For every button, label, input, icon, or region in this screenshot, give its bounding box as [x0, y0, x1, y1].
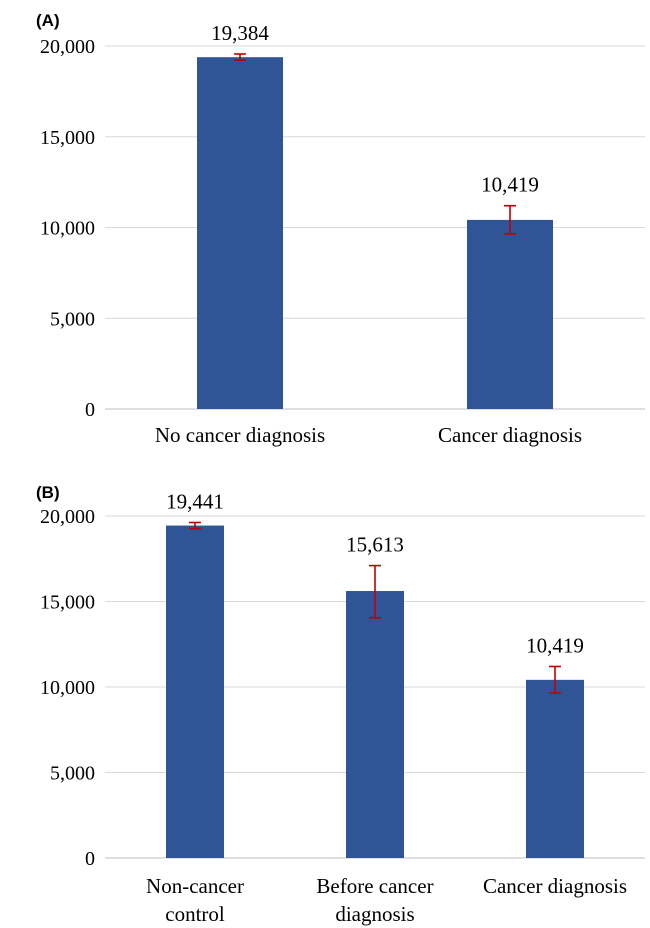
x-category-label-line: Cancer diagnosis [438, 423, 582, 447]
y-tick-label: 10,000 [40, 677, 95, 699]
x-category-label-line: Non-cancer [146, 874, 244, 898]
x-category-label-line: No cancer diagnosis [155, 423, 325, 447]
x-category-label: Cancer diagnosis [483, 874, 627, 898]
x-category-label: No cancer diagnosis [155, 423, 325, 447]
y-tick-label: 0 [85, 848, 95, 870]
error-bar [189, 521, 201, 530]
y-tick-label: 5,000 [50, 763, 95, 785]
x-category-label-line: Cancer diagnosis [483, 874, 627, 898]
bar [166, 525, 224, 858]
data-label: 19,384 [211, 21, 269, 45]
panel-label: (B) [36, 483, 60, 502]
error-bar [369, 564, 381, 619]
x-category-label: Cancer diagnosis [438, 423, 582, 447]
y-tick-label: 15,000 [40, 592, 95, 614]
error-bar [504, 204, 516, 235]
bar [346, 591, 404, 858]
y-tick-label: 5,000 [50, 308, 95, 330]
panel-label: (A) [36, 11, 60, 30]
x-category-label: Non-cancer control [146, 874, 244, 926]
data-label: 10,419 [481, 173, 539, 197]
y-tick-label: 10,000 [40, 218, 95, 240]
y-tick-label: 15,000 [40, 127, 95, 149]
data-label: 19,441 [166, 489, 224, 513]
y-tick-label: 20,000 [40, 36, 95, 58]
bar [197, 57, 283, 410]
x-category-label: Before cancer diagnosis [316, 874, 433, 926]
chart-panel-1: (A) 0 5,000 10,000 15,000 20,000 19,384 No canc… [36, 11, 645, 447]
data-label: 15,613 [346, 533, 404, 557]
error-bar [549, 665, 561, 694]
x-category-label-line: Before cancer [316, 874, 433, 898]
bar [526, 679, 584, 858]
y-tick-label: 20,000 [40, 506, 95, 528]
error-bar [234, 53, 246, 61]
x-category-label-line: control [165, 902, 225, 926]
chart-panel-2: (B) 0 5,000 10,000 15,000 20,000 19,441 Non-can… [36, 483, 645, 926]
data-label: 10,419 [526, 633, 584, 657]
x-category-label-line: diagnosis [335, 902, 414, 926]
bar [467, 219, 553, 409]
y-tick-label: 0 [85, 399, 95, 421]
